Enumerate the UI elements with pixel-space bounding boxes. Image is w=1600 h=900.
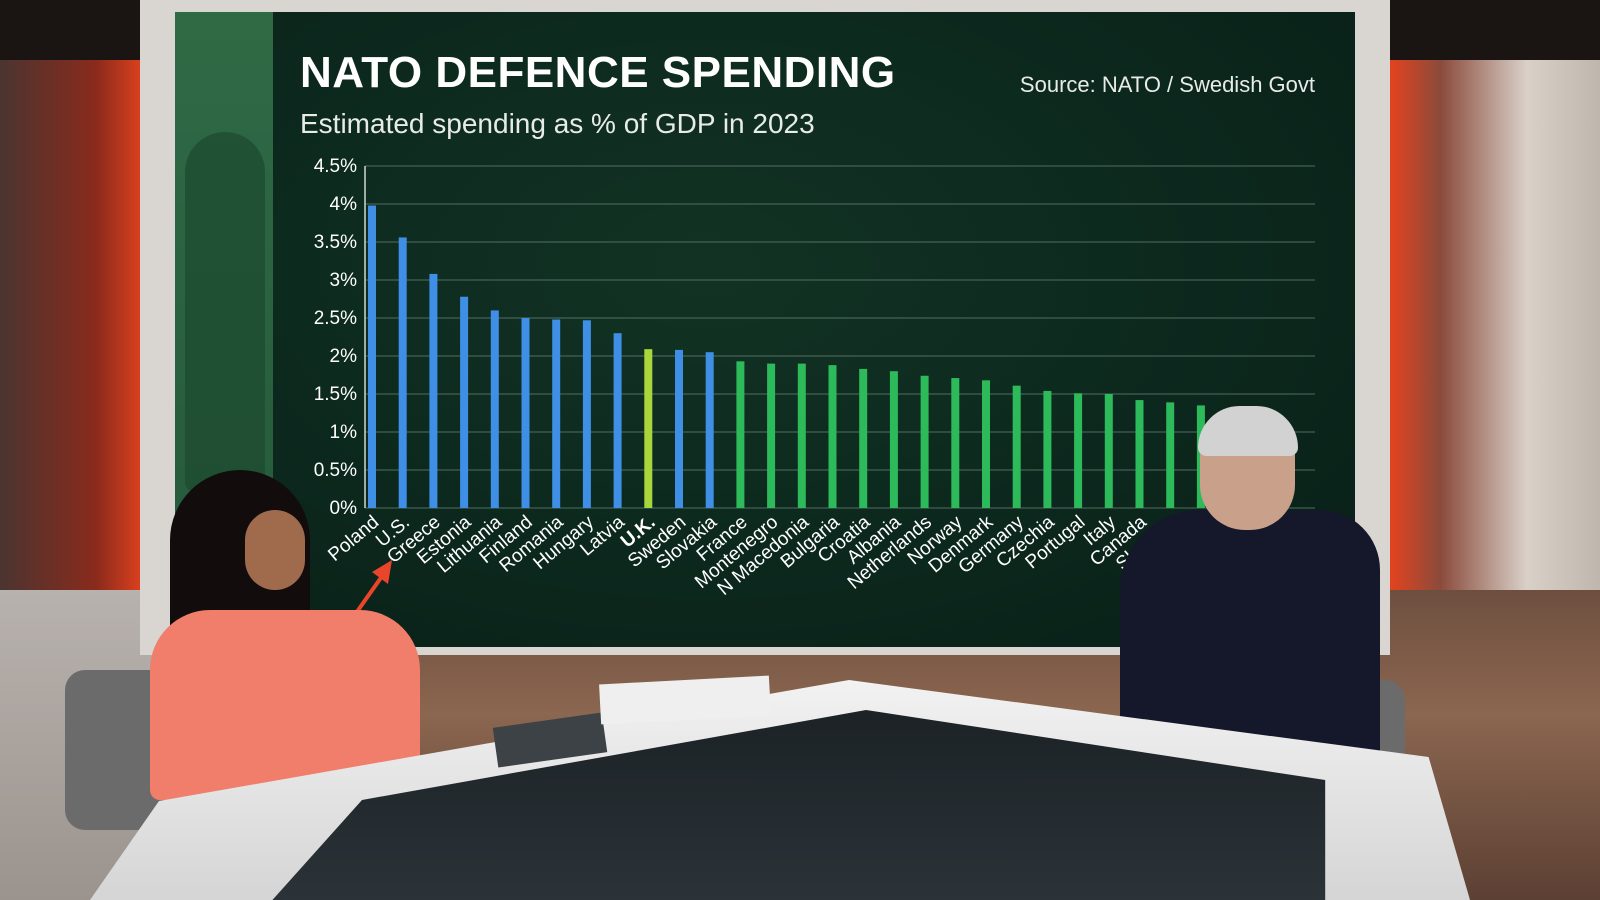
bar [889,371,898,508]
y-tick-label: 2% [330,346,358,367]
chart-title: NATO DEFENCE SPENDING [300,48,896,97]
bar [521,318,530,508]
bar [1074,393,1083,508]
chart-source: Source: NATO / Swedish Govt [1019,72,1315,97]
soldier-silhouette [185,132,265,492]
studio-background-right [1355,0,1600,600]
bar [460,296,469,508]
bar [398,237,407,508]
bar [859,368,868,508]
bar [797,363,806,508]
studio-ceiling-left [0,0,140,60]
arrow-head [372,560,392,584]
bar [582,320,591,508]
y-tick-label: 1.5% [314,384,357,405]
bar [552,319,561,508]
presenter [150,470,420,800]
presenter-face [245,510,305,590]
y-tick-label: 3% [330,270,358,291]
bar [736,361,745,508]
bar [1166,402,1175,508]
bar [1135,400,1144,508]
bar [951,378,960,508]
bar [1012,385,1021,508]
bar [705,352,714,508]
y-tick-label: 1% [330,422,358,443]
y-tick-label: 4.5% [314,156,357,177]
chart-subtitle: Estimated spending as % of GDP in 2023 [300,108,815,139]
bar [613,333,622,508]
bar [982,380,990,508]
bar [368,205,376,508]
bar [429,273,438,508]
bar [644,349,653,508]
bar [920,375,929,508]
bar [767,363,776,508]
bar [1104,394,1113,508]
studio-ceiling-right [1355,0,1600,60]
y-tick-label: 2.5% [314,308,357,329]
bar [675,349,683,508]
guest-hair [1198,406,1298,456]
y-tick-label: 0.5% [314,460,357,481]
y-tick-label: 0% [330,498,358,519]
bar [828,365,837,508]
y-tick-label: 4% [330,194,358,215]
bar [1043,390,1052,508]
y-tick-label: 3.5% [314,232,357,253]
bar [490,310,499,508]
